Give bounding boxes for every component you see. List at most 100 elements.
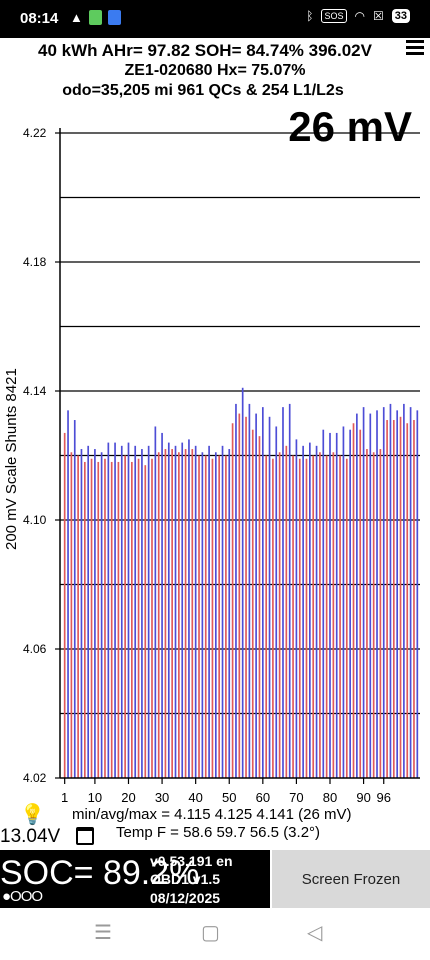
y-axis-title: 200 mV Scale Shunts 8421	[3, 368, 20, 550]
soc-panel[interactable]: SOC= 89.2% ●OOO v0.53.191 en OBD1 v1.5 0…	[0, 850, 270, 908]
cell-bar	[288, 403, 291, 778]
cell-bar	[127, 442, 130, 778]
bluetooth-icon: ᛒ	[306, 9, 314, 23]
cell-bar	[399, 416, 402, 778]
cell-bar	[120, 445, 123, 778]
cell-bar	[265, 455, 268, 778]
temperature-stats: Temp F = 58.6 59.7 56.5 (3.2°)	[116, 824, 321, 841]
app-notification-icon	[88, 10, 102, 25]
screen-frozen-button[interactable]: Screen Frozen	[272, 850, 430, 908]
home-icon[interactable]: ▢	[201, 922, 220, 944]
status-bar: 08:14 ▲ ᛒ SOS ◠ ☒ 33	[0, 0, 430, 38]
cell-bar	[251, 429, 254, 778]
android-nav-bar: ☰ ▢ ◁	[0, 908, 430, 960]
cell-bar	[157, 452, 160, 778]
cell-bar	[80, 449, 83, 778]
cell-bar	[235, 403, 237, 778]
aux-battery-voltage: 13.04V	[0, 826, 61, 847]
warning-icon: ▲	[70, 10, 83, 25]
x-tick-label: 10	[87, 790, 103, 805]
y-tick-label: 4.02	[23, 771, 47, 785]
obd-version: OBD1 v1.5	[150, 871, 221, 887]
cell-bar	[167, 442, 170, 778]
cell-bar	[110, 461, 113, 778]
back-icon[interactable]: ◁	[307, 922, 323, 944]
cell-bar	[325, 455, 328, 778]
cell-bar	[366, 449, 368, 778]
cell-bar	[268, 416, 271, 778]
cell-bar	[342, 426, 345, 778]
cell-bar	[369, 413, 372, 778]
cell-bar	[141, 449, 143, 778]
cell-bar	[67, 410, 69, 778]
status-time: 08:14	[20, 10, 59, 27]
cell-bar	[396, 410, 399, 778]
wifi-icon: ◠	[354, 9, 365, 23]
cell-bar	[171, 449, 173, 778]
cell-bar	[382, 407, 385, 778]
cell-bar	[117, 461, 120, 778]
cell-bar	[77, 455, 79, 778]
cell-bar	[302, 445, 304, 778]
cell-bar	[292, 455, 294, 778]
cell-bar	[107, 442, 110, 778]
cell-bar	[389, 403, 392, 778]
hamburger-menu-icon[interactable]	[406, 40, 424, 56]
x-tick-label: 40	[188, 790, 203, 805]
header-odometer-info: odo=35,205 mi 961 QCs & 254 L1/L2s	[62, 82, 344, 99]
cell-bar	[73, 420, 76, 778]
cell-bar	[282, 407, 284, 778]
cell-bar	[255, 413, 257, 778]
cell-bar	[201, 452, 204, 778]
cell-bar	[406, 423, 409, 778]
cell-bar	[191, 449, 194, 778]
cell-bar	[372, 452, 375, 778]
recent-apps-icon[interactable]: ☰	[94, 922, 112, 944]
cell-bar	[345, 458, 348, 778]
calendar-icon[interactable]	[76, 827, 94, 845]
cell-bar	[151, 458, 153, 778]
cell-bar	[241, 387, 244, 778]
cell-bar	[194, 445, 197, 778]
cell-bar	[403, 403, 405, 778]
battery-icon: 33	[391, 9, 410, 23]
cell-bar	[238, 413, 241, 778]
cell-bar	[349, 429, 351, 778]
cell-bar	[161, 432, 163, 778]
cell-bar	[335, 432, 338, 778]
x-tick-label: 90	[356, 790, 371, 805]
cell-bar	[386, 420, 388, 778]
cell-bar	[198, 455, 200, 778]
sos-icon: SOS	[321, 9, 347, 23]
voltage-stats: min/avg/max = 4.115 4.125 4.141 (26 mV)	[72, 806, 352, 823]
cell-bar	[144, 465, 147, 778]
y-tick-label: 4.14	[23, 384, 47, 398]
cell-bar	[174, 445, 177, 778]
cell-bar	[305, 458, 308, 778]
sim-off-icon: ☒	[372, 9, 384, 23]
cell-bar	[188, 439, 190, 778]
lightbulb-icon[interactable]: 💡	[20, 804, 45, 826]
x-tick-label: 30	[154, 790, 170, 805]
cell-bar	[100, 452, 103, 778]
cell-bar	[131, 461, 133, 778]
cell-bar	[231, 423, 234, 778]
y-tick-label: 4.18	[23, 255, 47, 269]
cell-bar	[178, 452, 180, 778]
cell-bar	[204, 455, 207, 778]
cell-bar	[94, 449, 96, 778]
cell-bar	[356, 413, 358, 778]
x-tick-label: 80	[322, 790, 338, 805]
soc-value: SOC= 89.2%	[0, 854, 200, 892]
cell-bar	[295, 439, 298, 778]
y-tick-label: 4.06	[23, 642, 47, 656]
cell-bar	[154, 426, 157, 778]
cell-bar	[329, 432, 331, 778]
cell-bar	[83, 461, 86, 778]
header-battery-info: 40 kWh AHr= 97.82 SOH= 84.74% 396.02V	[38, 41, 372, 60]
cell-bar	[416, 410, 419, 778]
voltage-spread-label: 26 mV	[288, 103, 412, 150]
cell-bar	[164, 449, 167, 778]
cell-bar	[298, 458, 301, 778]
cell-bar	[322, 429, 325, 778]
